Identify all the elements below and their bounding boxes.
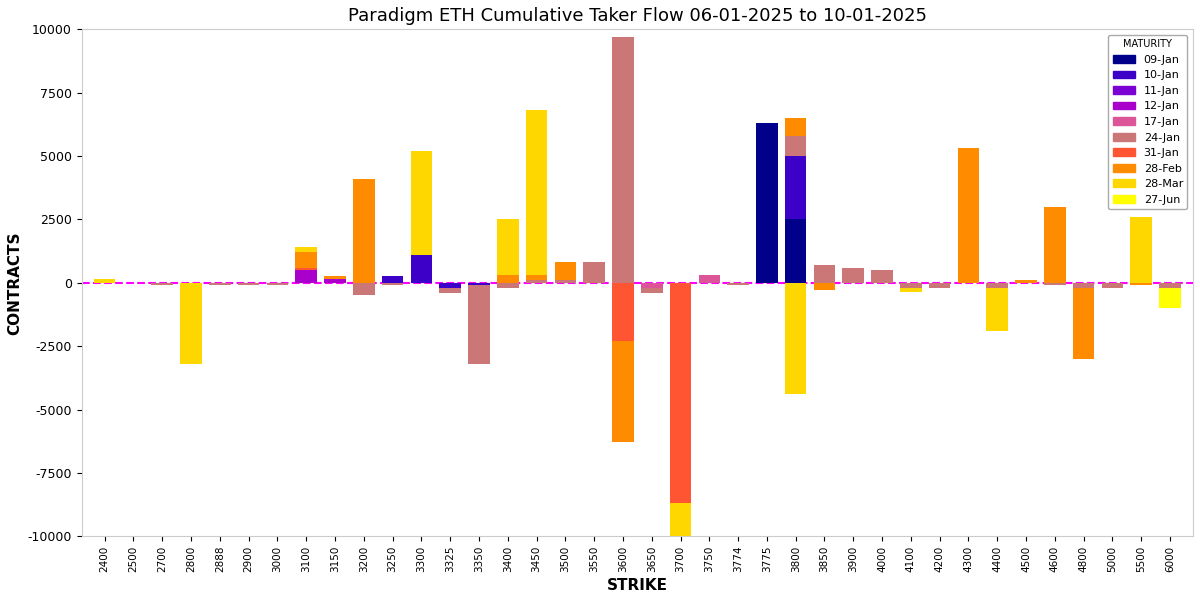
Bar: [382, 283, 403, 286]
Bar: [958, 148, 979, 283]
Bar: [612, 283, 634, 341]
Bar: [1044, 207, 1066, 283]
Bar: [814, 283, 835, 290]
Bar: [583, 262, 605, 283]
Bar: [94, 279, 115, 283]
Bar: [295, 253, 317, 268]
Bar: [295, 268, 317, 270]
Bar: [526, 280, 547, 283]
Bar: [1159, 288, 1181, 308]
Bar: [554, 262, 576, 280]
Bar: [209, 283, 230, 286]
Bar: [900, 283, 922, 288]
Bar: [180, 283, 202, 364]
Bar: [497, 283, 518, 288]
Bar: [929, 283, 950, 288]
Bar: [439, 283, 461, 288]
Bar: [1130, 283, 1152, 286]
Bar: [612, 37, 634, 283]
X-axis label: STRIKE: STRIKE: [607, 578, 668, 593]
Bar: [1159, 283, 1181, 288]
Bar: [641, 288, 662, 293]
Bar: [324, 277, 346, 279]
Bar: [382, 277, 403, 283]
Bar: [986, 283, 1008, 288]
Bar: [698, 275, 720, 283]
Y-axis label: CONTRACTS: CONTRACTS: [7, 231, 22, 335]
Bar: [785, 220, 806, 283]
Bar: [900, 288, 922, 292]
Bar: [871, 270, 893, 283]
Bar: [1073, 283, 1094, 288]
Bar: [353, 283, 374, 295]
Legend: 09-Jan, 10-Jan, 11-Jan, 12-Jan, 17-Jan, 24-Jan, 31-Jan, 28-Feb, 28-Mar, 27-Jun: 09-Jan, 10-Jan, 11-Jan, 12-Jan, 17-Jan, …: [1108, 35, 1188, 209]
Bar: [785, 283, 806, 394]
Bar: [1073, 288, 1094, 359]
Bar: [612, 341, 634, 442]
Bar: [151, 283, 173, 286]
Bar: [353, 179, 374, 283]
Bar: [468, 283, 490, 286]
Bar: [727, 283, 749, 286]
Bar: [497, 275, 518, 283]
Bar: [497, 220, 518, 275]
Bar: [468, 286, 490, 364]
Title: Paradigm ETH Cumulative Taker Flow 06-01-2025 to 10-01-2025: Paradigm ETH Cumulative Taker Flow 06-01…: [348, 7, 926, 25]
Bar: [641, 283, 662, 288]
Bar: [1130, 217, 1152, 283]
Bar: [670, 283, 691, 503]
Bar: [756, 123, 778, 283]
Bar: [295, 270, 317, 283]
Bar: [1102, 283, 1123, 288]
Bar: [814, 265, 835, 283]
Bar: [295, 247, 317, 253]
Bar: [986, 288, 1008, 331]
Bar: [410, 151, 432, 255]
Bar: [266, 283, 288, 286]
Bar: [785, 118, 806, 136]
Bar: [1044, 283, 1066, 286]
Bar: [439, 288, 461, 293]
Bar: [410, 255, 432, 283]
Bar: [670, 503, 691, 600]
Bar: [554, 280, 576, 283]
Bar: [785, 136, 806, 156]
Bar: [526, 275, 547, 280]
Bar: [842, 268, 864, 283]
Bar: [1015, 280, 1037, 283]
Bar: [238, 283, 259, 286]
Bar: [785, 156, 806, 220]
Bar: [526, 110, 547, 275]
Bar: [324, 279, 346, 283]
